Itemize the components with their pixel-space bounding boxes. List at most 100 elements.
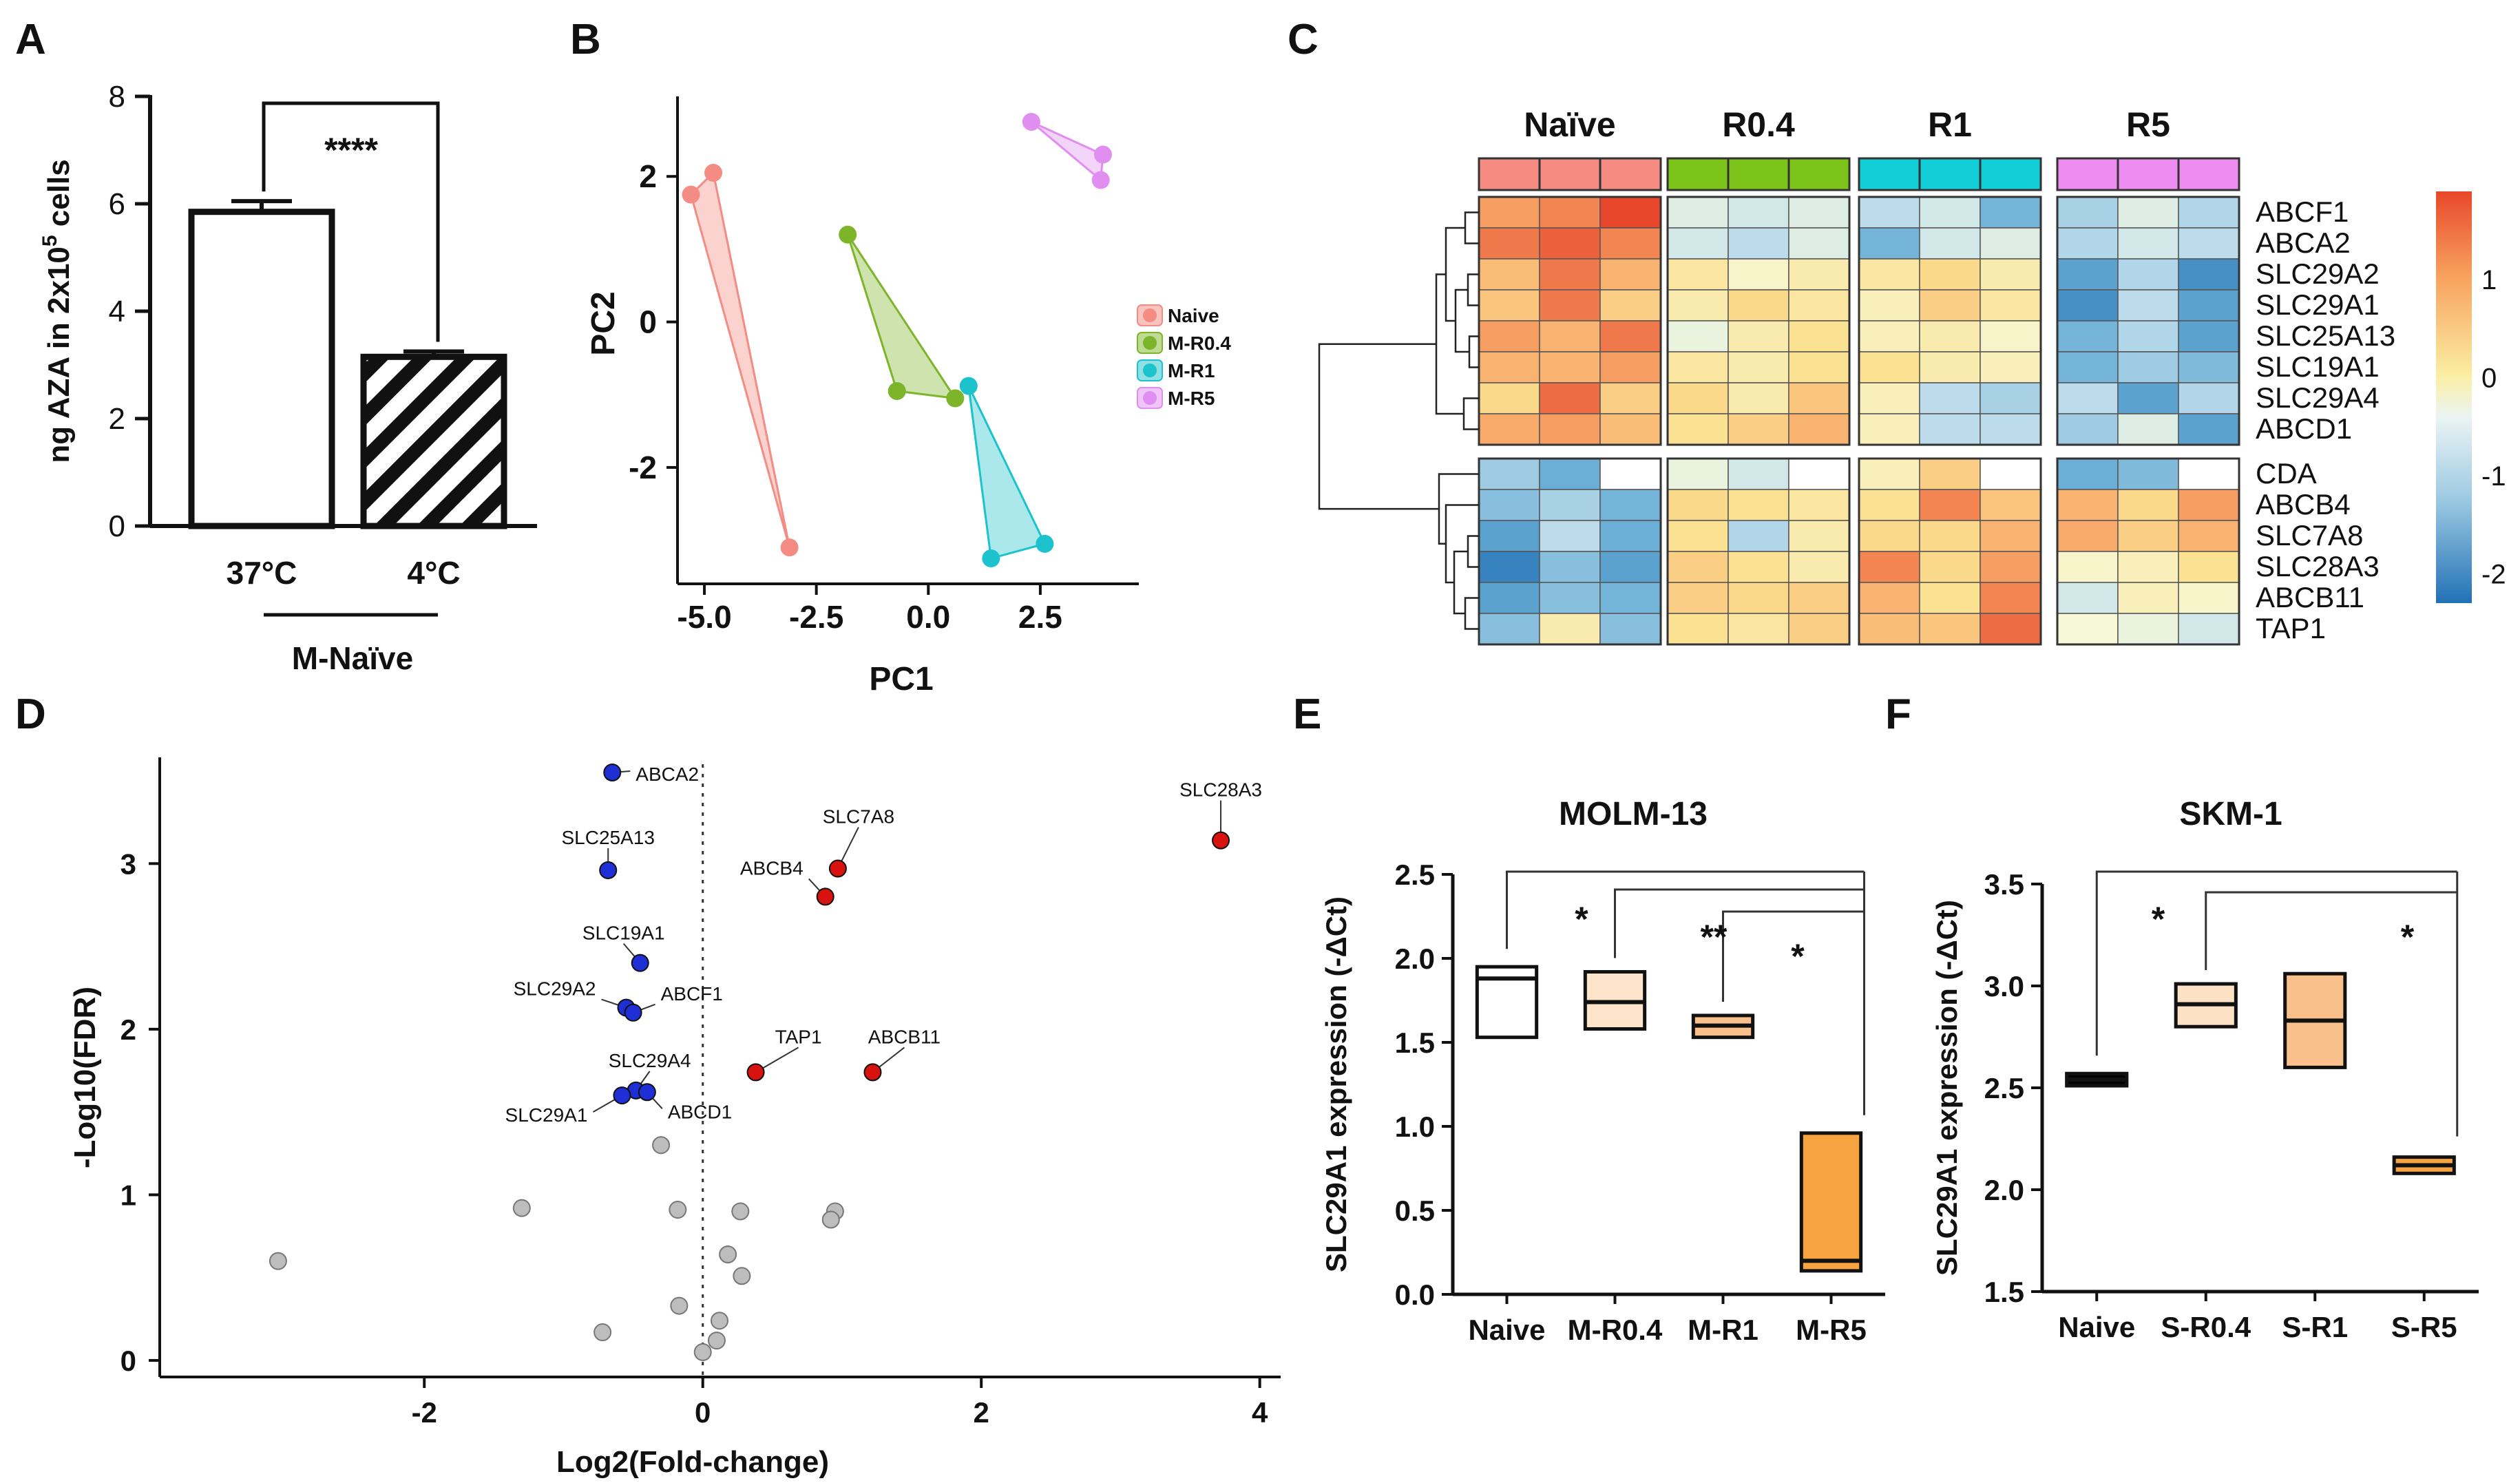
dendrogram-link <box>1467 273 1479 306</box>
gene-label: ABCA2 <box>636 764 699 785</box>
pca-point <box>982 549 1000 568</box>
dendrogram-link <box>1468 335 1479 368</box>
heatmap-row-label: SLC29A1 <box>2256 288 2380 321</box>
heatmap-cell <box>1919 520 1981 552</box>
gene-point-down <box>613 1086 631 1105</box>
x-tick-label: -2 <box>412 1396 437 1429</box>
heatmap-cell <box>1919 551 1981 583</box>
heatmap-cell <box>1919 227 1981 260</box>
gene-label: SLC29A2 <box>514 978 596 1000</box>
heatmap-cell <box>1539 227 1601 260</box>
gene-point-down <box>603 764 622 782</box>
significance-bracket <box>1722 910 1865 1002</box>
heatmap-cell <box>1788 382 1850 414</box>
gene-point-up <box>1212 831 1230 850</box>
heatmap-row-label: ABCD1 <box>2256 412 2352 445</box>
heatmap-cell <box>1539 289 1601 322</box>
pca-point <box>1093 145 1112 164</box>
heatmap-cell <box>1539 458 1601 490</box>
heatmap-cell <box>1599 351 1661 383</box>
heatmap-cell <box>1728 351 1789 383</box>
heatmap-cell <box>2178 382 2240 414</box>
heatmap-cell <box>1667 289 1729 322</box>
heatmap-cell <box>1667 489 1729 521</box>
heatmap-cell <box>1599 582 1661 614</box>
heatmap-cell <box>1599 227 1661 260</box>
significance-label: * <box>1791 937 1805 976</box>
heatmap-cell <box>1599 196 1661 229</box>
heatmap-cell <box>2057 258 2119 291</box>
legend-marker <box>1143 391 1157 405</box>
row-dendrogram <box>1318 211 1479 630</box>
gene-label: ABCF1 <box>661 983 723 1005</box>
heatmap-cell <box>1599 413 1661 445</box>
x-tick-label: 0 <box>695 1396 711 1429</box>
gene-point-nonsignificant <box>693 1343 712 1361</box>
gene-point-down <box>638 1083 656 1102</box>
gene-label: ABCB4 <box>740 857 804 879</box>
heatmap-group-label: R0.4 <box>1722 105 1795 144</box>
heatmap-cell <box>1788 582 1850 614</box>
x-tick-label: S-R0.4 <box>2161 1311 2251 1343</box>
heatmap-row-label: ABCF1 <box>2256 196 2349 228</box>
heatmap-cell <box>1788 413 1850 445</box>
gene-label: SLC29A1 <box>505 1104 588 1126</box>
heatmap-cell <box>2057 551 2119 583</box>
heatmap-cell <box>1478 351 1540 383</box>
gene-label: TAP1 <box>775 1026 822 1047</box>
y-tick-label: 2.5 <box>1395 859 1435 891</box>
heatmap-cell <box>1728 582 1789 614</box>
significance-bracket <box>2095 870 2457 1056</box>
heatmap-cell <box>1539 351 1601 383</box>
heatmap-cell <box>2178 351 2240 383</box>
heatmap-cell <box>1478 458 1540 490</box>
dendrogram-link <box>1464 597 1479 630</box>
significance-label: * <box>1575 900 1588 938</box>
heatmap-cell <box>1980 520 2041 552</box>
heatmap-cell <box>1858 289 1920 322</box>
heatmap-cell <box>1728 458 1789 490</box>
heatmap-cell <box>1858 520 1920 552</box>
heatmap-cell <box>1858 413 1920 445</box>
box-plot-skm1: SKM-1 1.5 2.0 2.5 3.0 3.5 SLC29A1 expression (… <box>1931 796 2479 1343</box>
colorbar-tick-label: -1 <box>2481 461 2506 492</box>
x-tick-label: -5.0 <box>677 599 731 635</box>
heatmap-cell <box>2057 382 2119 414</box>
heatmap-row-label: SLC7A8 <box>2256 519 2363 551</box>
legend-marker <box>1143 308 1157 322</box>
heatmap-cell <box>1478 582 1540 614</box>
heatmap-cell <box>2117 227 2179 260</box>
heatmap-cell <box>1667 227 1729 260</box>
panel-label-b: B <box>570 16 601 63</box>
x-tick-label: S-R5 <box>2391 1311 2457 1343</box>
heatmap-cell <box>1728 489 1789 521</box>
gene-label: ABCD1 <box>668 1101 732 1122</box>
legend-marker <box>1143 364 1157 377</box>
gene-point-nonsignificant <box>594 1323 612 1342</box>
pca-point <box>780 538 799 557</box>
heatmap-cell <box>1728 196 1789 229</box>
heatmap-cell <box>1788 320 1850 353</box>
y-tick-label: 0.5 <box>1395 1195 1435 1227</box>
heatmap-group-label: Naïve <box>1524 105 1615 144</box>
bar-37c <box>188 209 335 529</box>
heatmap-cell <box>1478 289 1540 322</box>
heatmap-cell <box>1788 520 1850 552</box>
heatmap-cell <box>1599 613 1661 645</box>
heatmap-cell <box>1919 613 1981 645</box>
pca-point <box>1022 112 1040 131</box>
heatmap-row-label: ABCB11 <box>2256 581 2364 613</box>
heatmap-cell <box>1919 289 1981 322</box>
heatmap-row-label: SLC29A2 <box>2256 257 2380 290</box>
y-tick-label: 2.0 <box>1984 1174 2024 1206</box>
heatmap-cell <box>2178 258 2240 291</box>
gene-point-nonsignificant <box>652 1136 671 1155</box>
heatmap-cell <box>1667 613 1729 645</box>
heatmap-cell <box>2178 520 2240 552</box>
heatmap-cell <box>1728 413 1789 445</box>
gene-label: ABCB11 <box>868 1026 941 1047</box>
heatmap-row-label: SLC29A4 <box>2256 381 2380 414</box>
heatmap-cell <box>1539 613 1601 645</box>
heatmap-cell <box>2117 520 2179 552</box>
heatmap-cell <box>1980 351 2041 383</box>
